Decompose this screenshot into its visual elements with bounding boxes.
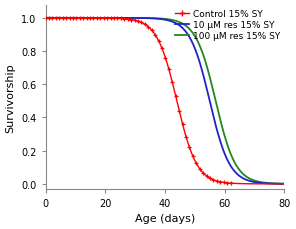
X-axis label: Age (days): Age (days) bbox=[135, 213, 195, 224]
Y-axis label: Survivorship: Survivorship bbox=[6, 63, 16, 132]
Legend: Control 15% SY, 10 μM res 15% SY, 100 μM res 15% SY: Control 15% SY, 10 μM res 15% SY, 100 μM… bbox=[176, 10, 280, 41]
